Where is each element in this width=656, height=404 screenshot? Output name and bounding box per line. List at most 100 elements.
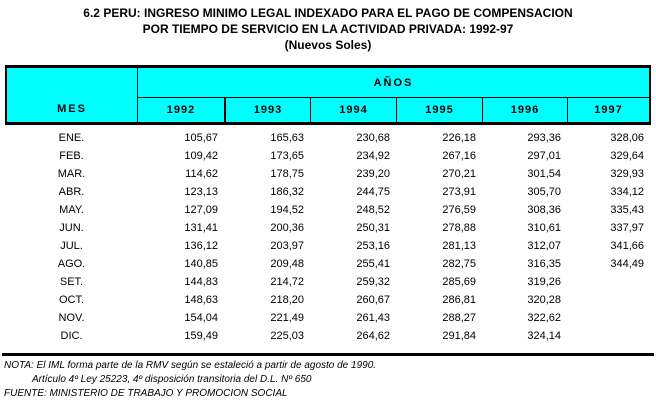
value-cell: 225,03 [270, 330, 304, 342]
month-label: JUN. [59, 222, 84, 234]
value-cell: 123,13 [184, 186, 218, 198]
value-cell: 230,68 [356, 132, 390, 144]
table-bottom-rule [2, 353, 654, 356]
value-cell: 226,18 [442, 132, 476, 144]
value-cell: 270,21 [442, 168, 476, 180]
value-cell: 131,41 [184, 222, 218, 234]
value-cell: 267,16 [442, 150, 476, 162]
table-row: SET. 144,83 214,72 259,32 285,69 319,26 [5, 273, 651, 291]
value-cell: 105,67 [184, 132, 218, 144]
value-cell: 194,52 [270, 204, 304, 216]
month-label: SET. [59, 276, 84, 288]
value-cell: 127,09 [184, 204, 218, 216]
value-cell: 264,62 [356, 330, 390, 342]
value-cell: 140,85 [184, 258, 218, 270]
value-cell: 291,84 [442, 330, 476, 342]
value-cell: 282,75 [442, 258, 476, 270]
value-cell: 312,07 [527, 240, 561, 252]
title-line-1: 6.2 PERU: INGRESO MINIMO LEGAL INDEXADO … [83, 6, 573, 20]
month-label: MAY. [59, 204, 84, 216]
value-cell: 320,28 [527, 294, 561, 306]
value-cell: 344,49 [610, 258, 644, 270]
value-cell: 329,64 [610, 150, 644, 162]
value-cell: 255,41 [356, 258, 390, 270]
year-header-1996: 1996 [482, 98, 567, 122]
value-cell: 301,54 [527, 168, 561, 180]
title-line-3: (Nuevos Soles) [284, 38, 372, 52]
value-cell: 293,36 [527, 132, 561, 144]
month-label: ABR. [58, 186, 85, 198]
month-column-header: MES [7, 68, 138, 122]
table-body: ENE. 105,67 165,63 230,68 226,18 293,36 328,06… [5, 129, 651, 345]
value-cell: 178,75 [270, 168, 304, 180]
table-row: ABR. 123,13 186,32 244,75 273,91 305,70 334,12 [5, 183, 651, 201]
table-header: MES AÑOS 1992 1993 1994 1995 1996 1997 [5, 65, 651, 125]
years-group-header: AÑOS [138, 68, 649, 98]
value-cell: 260,67 [356, 294, 390, 306]
value-cell: 286,81 [442, 294, 476, 306]
value-cell: 248,52 [356, 204, 390, 216]
value-cell: 324,14 [527, 330, 561, 342]
value-cell: 288,27 [442, 312, 476, 324]
value-cell: 310,61 [527, 222, 561, 234]
value-cell: 297,01 [527, 150, 561, 162]
value-cell: 209,48 [270, 258, 304, 270]
value-cell: 214,72 [270, 276, 304, 288]
value-cell: 322,62 [527, 312, 561, 324]
year-header-1993: 1993 [224, 98, 310, 122]
value-cell: 334,12 [610, 186, 644, 198]
value-cell: 278,88 [442, 222, 476, 234]
value-cell: 308,36 [527, 204, 561, 216]
value-cell: 319,26 [527, 276, 561, 288]
table-row: MAY. 127,09 194,52 248,52 276,59 308,36 335,43 [5, 201, 651, 219]
year-header-1997: 1997 [567, 98, 649, 122]
value-cell: 250,31 [356, 222, 390, 234]
month-label: NOV. [58, 312, 85, 324]
value-cell: 305,70 [527, 186, 561, 198]
value-cell: 335,43 [610, 204, 644, 216]
table-row: OCT. 148,63 218,20 260,67 286,81 320,28 [5, 291, 651, 309]
value-cell: 136,12 [184, 240, 218, 252]
value-cell: 218,20 [270, 294, 304, 306]
year-header-1994: 1994 [310, 98, 396, 122]
table-row: JUL. 136,12 203,97 253,16 281,13 312,07 341,66 [5, 237, 651, 255]
table-row: FEB. 109,42 173,65 234,92 267,16 297,01 329,64 [5, 147, 651, 165]
value-cell: 285,69 [442, 276, 476, 288]
month-label: ENE. [58, 132, 85, 144]
value-cell: 273,91 [442, 186, 476, 198]
month-label: DIC. [60, 330, 83, 342]
value-cell: 341,66 [610, 240, 644, 252]
value-cell: 239,20 [356, 168, 390, 180]
month-label: OCT. [58, 294, 85, 306]
table-row: NOV. 154,04 221,49 261,43 288,27 322,62 [5, 309, 651, 327]
value-cell: 165,63 [270, 132, 304, 144]
value-cell: 154,04 [184, 312, 218, 324]
table-title: 6.2 PERU: INGRESO MINIMO LEGAL INDEXADO … [0, 5, 656, 53]
month-label: AGO. [57, 258, 86, 270]
value-cell: 144,83 [184, 276, 218, 288]
value-cell: 203,97 [270, 240, 304, 252]
value-cell: 221,49 [270, 312, 304, 324]
table-row: MAR. 114,62 178,75 239,20 270,21 301,54 329,93 [5, 165, 651, 183]
value-cell: 316,35 [527, 258, 561, 270]
year-header-1995: 1995 [396, 98, 482, 122]
source-line: FUENTE: MINISTERIO DE TRABAJO Y PROMOCIO… [4, 388, 288, 399]
value-cell: 186,32 [270, 186, 304, 198]
value-cell: 234,92 [356, 150, 390, 162]
value-cell: 159,49 [184, 330, 218, 342]
table-row: ENE. 105,67 165,63 230,68 226,18 293,36 328,06 [5, 129, 651, 147]
value-cell: 253,16 [356, 240, 390, 252]
month-label: JUL. [60, 240, 83, 252]
month-label: FEB. [59, 150, 84, 162]
value-cell: 276,59 [442, 204, 476, 216]
table-row: DIC. 159,49 225,03 264,62 291,84 324,14 [5, 327, 651, 345]
value-cell: 244,75 [356, 186, 390, 198]
year-header-1992: 1992 [166, 104, 196, 116]
value-cell: 337,97 [610, 222, 644, 234]
table-row: JUN. 131,41 200,36 250,31 278,88 310,61 337,97 [5, 219, 651, 237]
value-cell: 328,06 [610, 132, 644, 144]
footnotes: NOTA: El IML forma parte de la RMV según… [4, 359, 652, 401]
value-cell: 261,43 [356, 312, 390, 324]
month-label: MAR. [57, 168, 86, 180]
note-line: NOTA: El IML forma parte de la RMV según… [4, 360, 377, 371]
